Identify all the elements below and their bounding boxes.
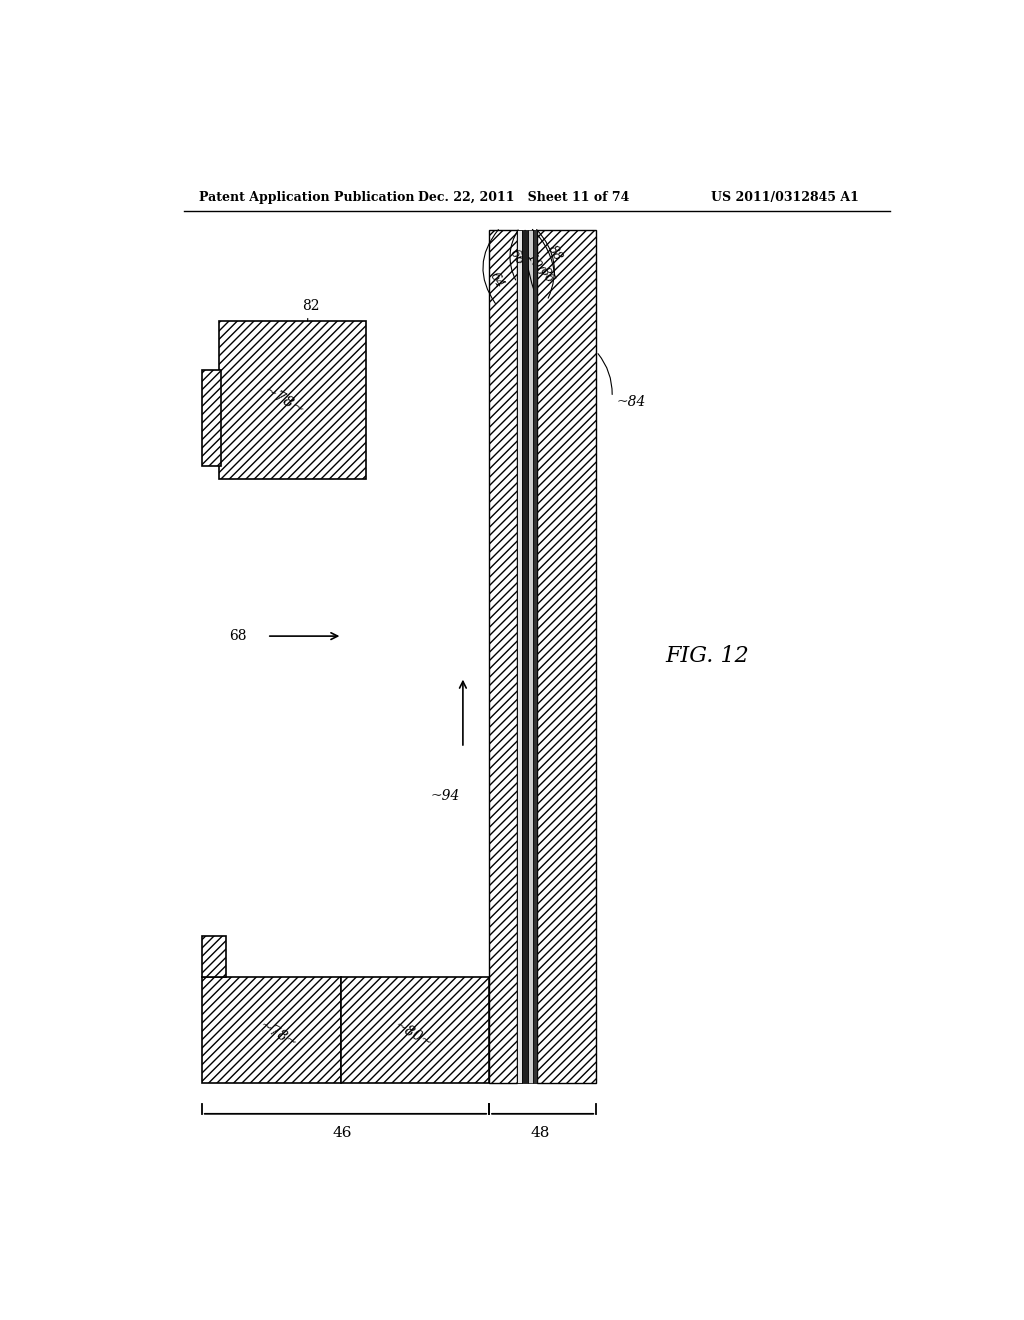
Bar bbox=[202, 977, 341, 1084]
Text: 46: 46 bbox=[333, 1126, 352, 1140]
Bar bbox=[219, 321, 367, 479]
Bar bbox=[341, 977, 489, 1084]
Bar bbox=[522, 230, 528, 1084]
Text: 64: 64 bbox=[487, 271, 507, 290]
Text: FIG. 12: FIG. 12 bbox=[666, 645, 750, 668]
Text: 100: 100 bbox=[523, 251, 547, 279]
Bar bbox=[202, 370, 221, 466]
Bar bbox=[489, 230, 517, 1084]
Bar bbox=[528, 230, 532, 1084]
Text: 66: 66 bbox=[507, 247, 526, 267]
Text: ~94: ~94 bbox=[431, 788, 460, 803]
Text: US 2011/0312845 A1: US 2011/0312845 A1 bbox=[712, 191, 859, 203]
Bar bbox=[537, 230, 596, 1084]
Text: 68: 68 bbox=[229, 630, 247, 643]
Bar bbox=[517, 230, 522, 1084]
Text: ~80~: ~80~ bbox=[392, 1018, 435, 1051]
Text: Patent Application Publication: Patent Application Publication bbox=[200, 191, 415, 203]
Text: 88: 88 bbox=[546, 243, 564, 263]
Text: ~78~: ~78~ bbox=[257, 1018, 300, 1051]
Text: Dec. 22, 2011   Sheet 11 of 74: Dec. 22, 2011 Sheet 11 of 74 bbox=[418, 191, 629, 203]
Text: 48: 48 bbox=[531, 1126, 550, 1140]
Text: ~84: ~84 bbox=[616, 395, 645, 409]
Text: 82: 82 bbox=[302, 298, 319, 313]
Text: ~78~: ~78~ bbox=[261, 383, 307, 417]
Bar bbox=[532, 230, 537, 1084]
Bar bbox=[202, 936, 225, 977]
Text: 86: 86 bbox=[538, 265, 557, 285]
